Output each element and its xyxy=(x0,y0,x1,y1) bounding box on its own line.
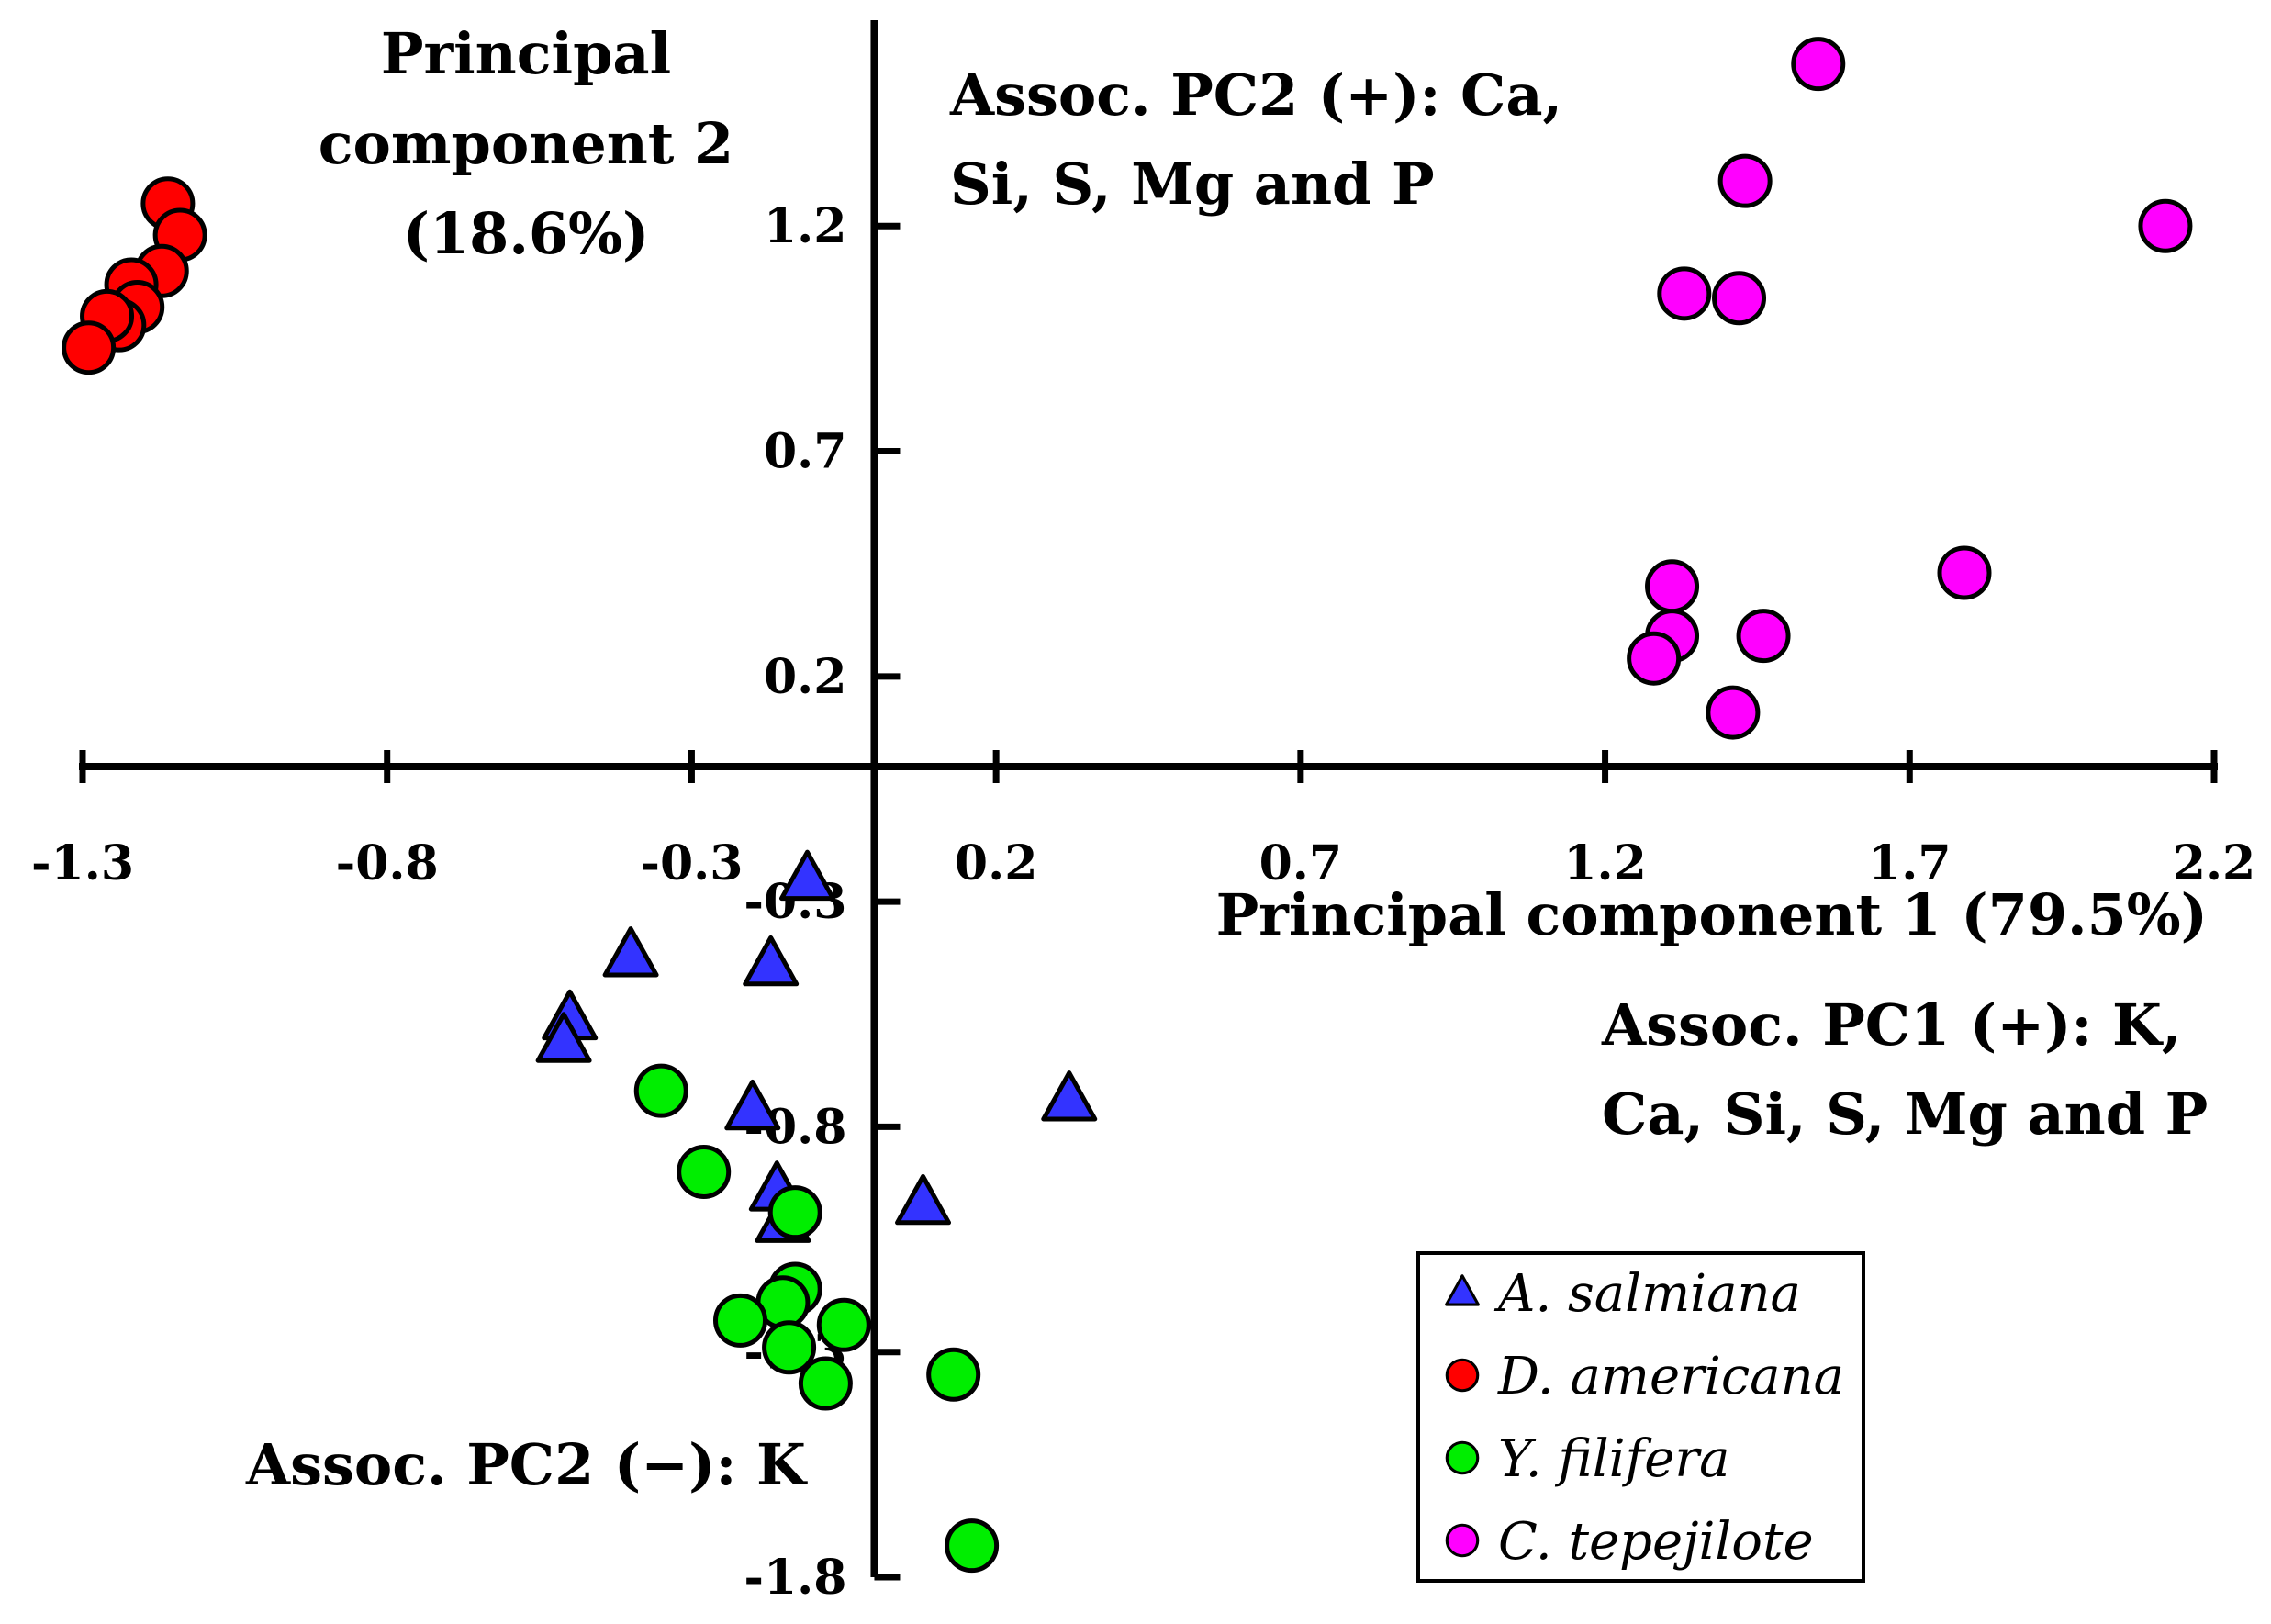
data-point-c-tepejilote xyxy=(1645,559,1700,614)
x-tick-label: 0.7 xyxy=(1259,835,1342,891)
legend-items: A. salmiana D. americana Y. filifera C. tep… xyxy=(1445,1264,1844,1572)
y-tick-label: -1.8 xyxy=(744,1550,846,1606)
legend-label-c-tepejilote: C. tepejilote xyxy=(1498,1512,1814,1572)
series-y-filifera xyxy=(633,1063,1000,1574)
data-point-a-salmiana xyxy=(743,935,800,987)
data-point-y-filifera xyxy=(633,1063,688,1118)
data-point-c-tepejilote xyxy=(1706,685,1761,740)
x-tick-label: -0.8 xyxy=(336,835,439,891)
legend-marker-y-filifera xyxy=(1445,1440,1480,1475)
y-tick-label: 0.7 xyxy=(764,424,846,480)
data-point-a-salmiana xyxy=(778,849,835,902)
annotation-pc1-positive-line-2: Ca, Si, S, Mg and P xyxy=(1602,1081,2208,1148)
data-point-y-filifera xyxy=(713,1293,768,1348)
legend-item-d-americana: D. americana xyxy=(1445,1347,1844,1406)
data-point-d-americana xyxy=(62,320,117,375)
x-tick-label: 1.7 xyxy=(1868,835,1951,891)
legend-label-y-filifera: Y. filifera xyxy=(1498,1429,1730,1489)
x-tick-label: 0.2 xyxy=(955,835,1037,891)
x-tick-label: -1.3 xyxy=(31,835,134,891)
data-point-c-tepejilote xyxy=(1627,631,1682,686)
data-point-c-tepejilote xyxy=(2138,198,2193,253)
data-point-a-salmiana xyxy=(1041,1070,1098,1122)
data-point-c-tepejilote xyxy=(1791,37,1846,92)
data-point-a-salmiana xyxy=(724,1079,781,1131)
series-d-americana xyxy=(62,176,207,375)
data-point-c-tepejilote xyxy=(1736,609,1791,664)
series-c-tepejilote xyxy=(1627,37,2193,740)
data-point-y-filifera xyxy=(762,1320,817,1375)
data-point-c-tepejilote xyxy=(1717,153,1773,208)
data-point-a-salmiana xyxy=(535,1012,592,1063)
y-tick-label: 1.2 xyxy=(764,198,846,254)
data-point-a-salmiana xyxy=(602,926,659,978)
x-tick-label: 1.2 xyxy=(1563,835,1646,891)
y-tick-label: 0.2 xyxy=(764,649,846,705)
x-tick-label: -0.3 xyxy=(640,835,743,891)
y-axis-title-line-3: (18.6%) xyxy=(403,200,650,267)
legend-label-d-americana: D. americana xyxy=(1497,1347,1844,1406)
axes: -1.3 -0.8 -0.3 0.2 0.7 1.2 1.7 2.2 1.2 0.7 0.2 -0.… xyxy=(31,20,2255,1606)
y-axis-title-line-2: component 2 xyxy=(319,110,733,177)
data-point-y-filifera xyxy=(945,1518,1000,1574)
annotation-pc2-positive-line-1: Assoc. PC2 (+): Ca, xyxy=(949,62,1562,129)
data-point-y-filifera xyxy=(677,1144,732,1199)
data-point-c-tepejilote xyxy=(1937,545,1992,600)
annotation-pc1-positive-line-1: Assoc. PC1 (+): K, xyxy=(1601,991,2181,1058)
x-tick-label: 2.2 xyxy=(2173,835,2255,891)
legend-marker-c-tepejilote xyxy=(1445,1523,1480,1558)
annotation-pc2-negative: Assoc. PC2 (−): K xyxy=(245,1431,808,1498)
legend-marker-a-salmiana xyxy=(1445,1274,1480,1306)
legend-marker-d-americana xyxy=(1445,1358,1480,1393)
legend-box xyxy=(1416,1251,1865,1583)
data-points xyxy=(62,37,2193,1574)
data-point-y-filifera xyxy=(816,1297,871,1352)
x-axis-ticks: -1.3 -0.8 -0.3 0.2 0.7 1.2 1.7 2.2 xyxy=(31,749,2255,891)
x-axis-title: Principal component 1 (79.5%) xyxy=(1216,881,2208,948)
legend-item-c-tepejilote: C. tepejilote xyxy=(1445,1512,1814,1572)
data-point-y-filifera xyxy=(798,1356,853,1411)
data-point-a-salmiana xyxy=(895,1173,952,1226)
legend: A. salmiana D. americana Y. filifera C. tep… xyxy=(1416,1251,1865,1583)
legend-item-y-filifera: Y. filifera xyxy=(1445,1429,1730,1489)
data-point-y-filifera xyxy=(926,1347,981,1402)
legend-label-a-salmiana: A. salmiana xyxy=(1493,1264,1801,1324)
annotation-pc2-positive-line-2: Si, S, Mg and P xyxy=(950,151,1435,218)
data-point-c-tepejilote xyxy=(1712,271,1767,326)
data-point-y-filifera xyxy=(767,1185,822,1240)
legend-item-a-salmiana: A. salmiana xyxy=(1445,1264,1801,1324)
y-axis-title-line-1: Principal xyxy=(381,20,671,87)
data-point-c-tepejilote xyxy=(1657,266,1712,321)
